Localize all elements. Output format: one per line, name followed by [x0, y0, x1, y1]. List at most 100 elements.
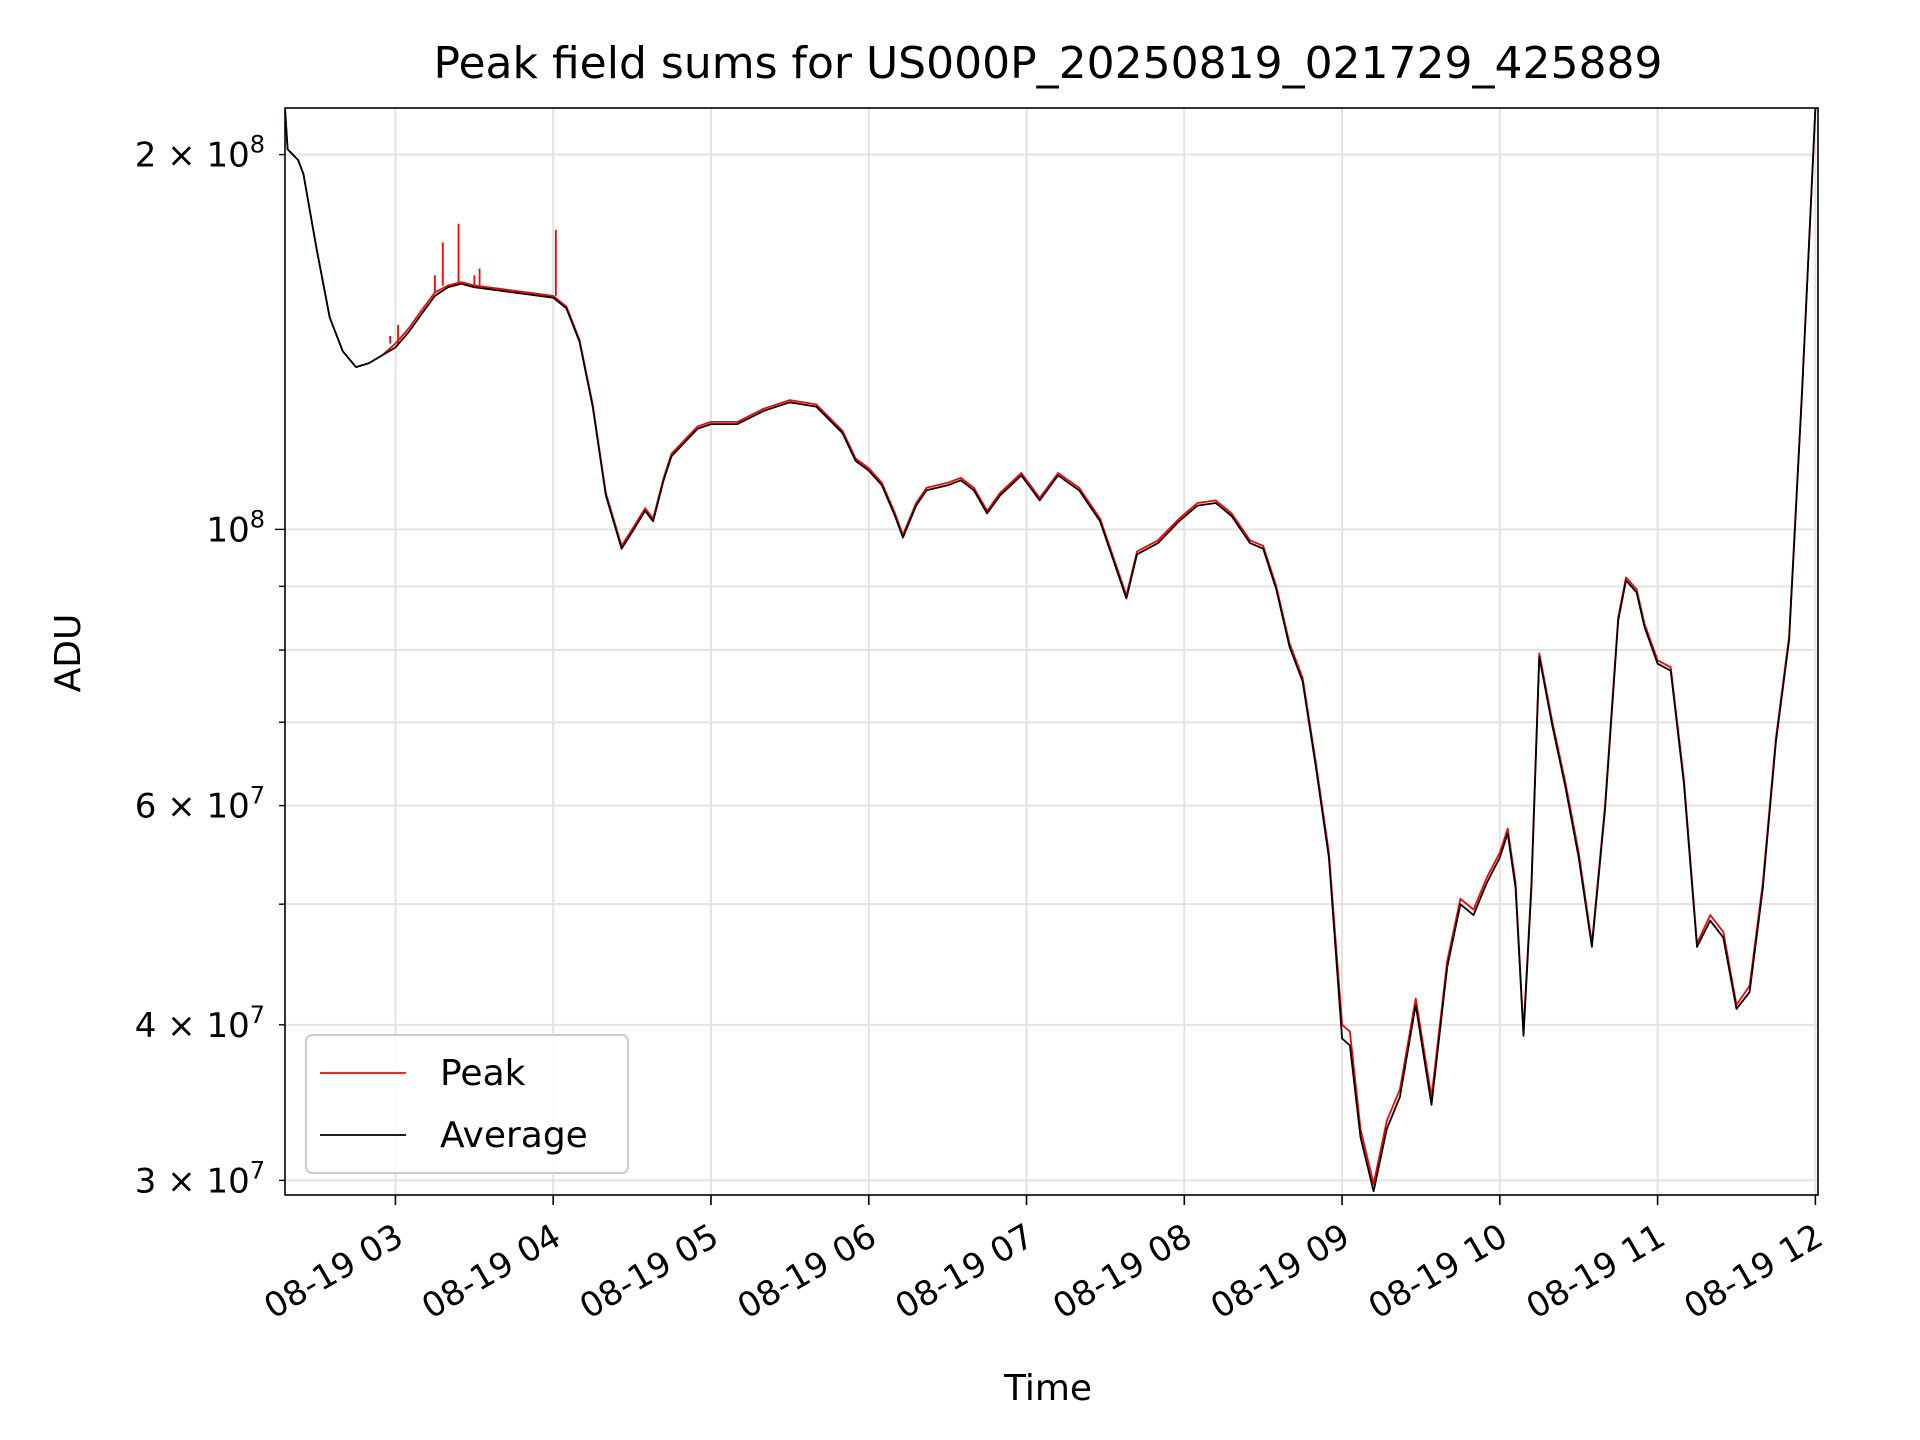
data-point	[663, 479, 665, 481]
data-point	[1625, 580, 1627, 582]
data-point	[1552, 725, 1554, 727]
data-point	[973, 487, 975, 489]
data-point	[1709, 920, 1711, 922]
data-point	[926, 489, 928, 491]
data-point	[526, 292, 528, 294]
data-point	[710, 421, 712, 423]
y-tick-label: 6 × 107	[135, 782, 265, 827]
data-point	[999, 494, 1001, 496]
data-point	[303, 173, 305, 175]
data-point	[1341, 1038, 1343, 1040]
data-point	[1515, 887, 1517, 889]
data-point	[1078, 487, 1080, 489]
data-point	[421, 309, 423, 311]
data-point	[1538, 656, 1540, 658]
data-point	[1349, 1031, 1351, 1033]
data-point	[1604, 809, 1606, 811]
data-point	[868, 470, 870, 472]
y-tick-exponent: 7	[250, 782, 265, 810]
data-point	[881, 484, 883, 486]
series-layer	[285, 108, 1817, 1193]
data-point	[1473, 909, 1475, 911]
series-line-average	[285, 108, 1817, 1193]
data-point	[1386, 1128, 1388, 1130]
data-point	[1636, 592, 1638, 594]
data-point	[1197, 505, 1199, 507]
data-point	[1157, 539, 1159, 541]
series-average	[285, 108, 1817, 1193]
data-point	[526, 293, 528, 295]
data-point	[1578, 857, 1580, 859]
data-point	[973, 489, 975, 491]
data-point	[552, 295, 554, 297]
data-point	[1473, 914, 1475, 916]
data-point	[1275, 589, 1277, 591]
data-point	[1775, 741, 1777, 743]
data-point	[1231, 513, 1233, 515]
data-point	[355, 366, 357, 368]
data-point	[1020, 475, 1022, 477]
data-point	[894, 515, 896, 517]
data-point	[1249, 542, 1251, 544]
data-point	[960, 479, 962, 481]
data-point	[1020, 472, 1022, 474]
data-point	[789, 401, 791, 403]
data-point	[697, 425, 699, 427]
data-point	[621, 548, 623, 550]
data-point	[1749, 991, 1751, 993]
data-point	[1460, 903, 1462, 905]
y-tick-exponent: 8	[250, 505, 265, 533]
chart-title: Peak field sums for US000P_20250819_0217…	[434, 38, 1663, 89]
data-point	[1801, 389, 1803, 391]
data-point	[1039, 500, 1041, 502]
legend-box	[305, 1034, 629, 1174]
data-point	[1683, 783, 1685, 785]
data-point	[947, 482, 949, 484]
y-tick-base: 6 × 10	[135, 787, 250, 827]
data-point	[631, 531, 633, 533]
data-point	[763, 408, 765, 410]
data-point	[1315, 766, 1317, 768]
data-point	[1157, 542, 1159, 544]
data-point	[1523, 1035, 1525, 1037]
y-tick-base: 3 × 10	[135, 1161, 250, 1201]
data-point	[500, 288, 502, 290]
data-point	[395, 343, 397, 345]
data-point	[1197, 502, 1199, 504]
y-tick-base: 4 × 10	[135, 1006, 250, 1046]
data-point	[815, 404, 817, 406]
data-point	[1670, 670, 1672, 672]
data-point	[999, 492, 1001, 494]
data-point	[1617, 620, 1619, 622]
y-tick-label: 4 × 107	[135, 1001, 265, 1046]
data-point	[1215, 500, 1217, 502]
data-point	[1349, 1045, 1351, 1047]
data-point	[1486, 882, 1488, 884]
data-point	[1460, 898, 1462, 900]
data-point	[1126, 598, 1128, 600]
data-point	[287, 148, 289, 150]
data-point	[500, 290, 502, 292]
legend: Peak Average	[305, 1034, 629, 1174]
data-point	[381, 354, 383, 356]
data-point	[592, 406, 594, 408]
data-point	[1591, 946, 1593, 948]
data-point	[1531, 887, 1533, 889]
data-point	[297, 159, 299, 161]
data-point	[902, 537, 904, 539]
data-point	[1657, 663, 1659, 665]
data-point	[316, 248, 318, 250]
data-point	[868, 467, 870, 469]
data-point	[1112, 559, 1114, 561]
data-point	[1670, 666, 1672, 668]
data-point	[684, 441, 686, 443]
y-tick-label: 3 × 107	[135, 1156, 265, 1201]
data-point	[960, 477, 962, 479]
data-point	[644, 510, 646, 512]
data-point	[408, 328, 410, 330]
data-point	[1565, 787, 1567, 789]
data-point	[652, 520, 654, 522]
data-point	[697, 428, 699, 430]
data-point	[947, 484, 949, 486]
